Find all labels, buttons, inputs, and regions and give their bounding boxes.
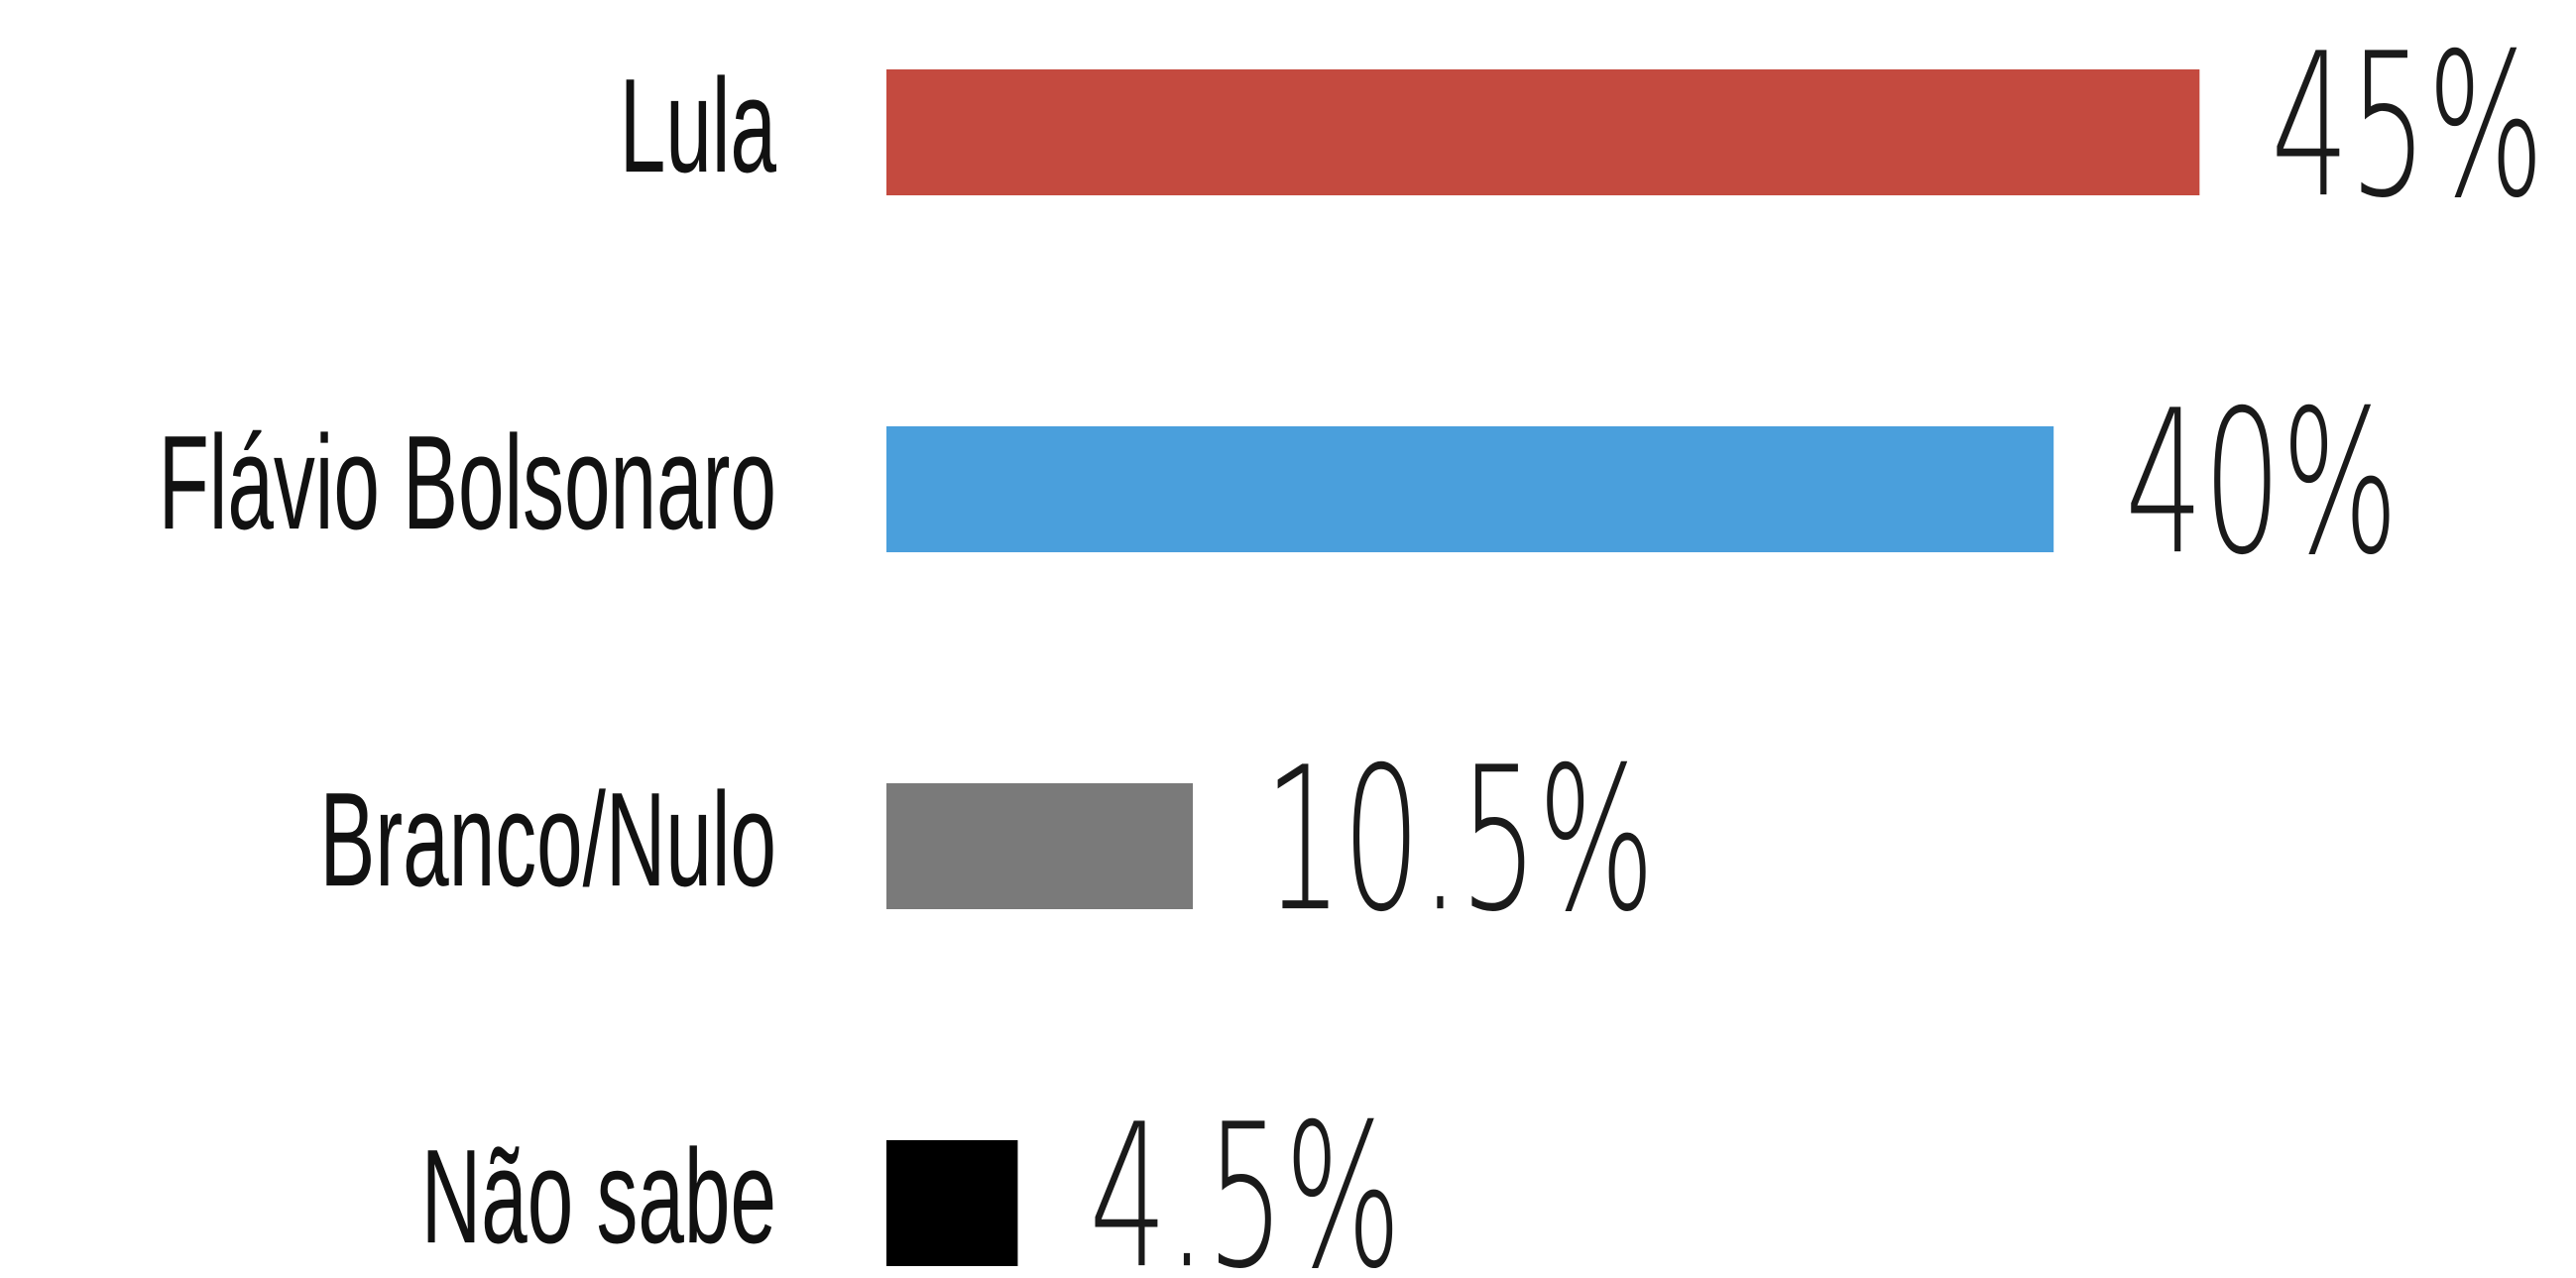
value-label-group: 4.5% [1089,1083,1401,1278]
bar [886,783,1194,909]
bar [886,69,2200,195]
category-label-group: Não sabe [421,1121,776,1271]
category-label-group: Lula [620,51,777,200]
category-label: Branco/Nulo [319,764,776,914]
category-label-group: Branco/Nulo [319,764,776,914]
category-label: Lula [620,51,777,200]
value-label-group: 10.5% [1264,726,1655,956]
category-label: Flávio Bolsonaro [159,407,776,557]
value-label: 45% [2271,12,2544,242]
category-label: Não sabe [421,1121,776,1271]
bar [886,1140,1018,1266]
bar [886,426,2054,552]
value-label-group: 40% [2125,369,2399,599]
category-label-group: Flávio Bolsonaro [159,407,776,557]
value-label: 4.5% [1089,1083,1401,1278]
value-label: 40% [2125,369,2399,599]
value-label-group: 45% [2271,12,2544,242]
value-label: 10.5% [1264,726,1655,956]
